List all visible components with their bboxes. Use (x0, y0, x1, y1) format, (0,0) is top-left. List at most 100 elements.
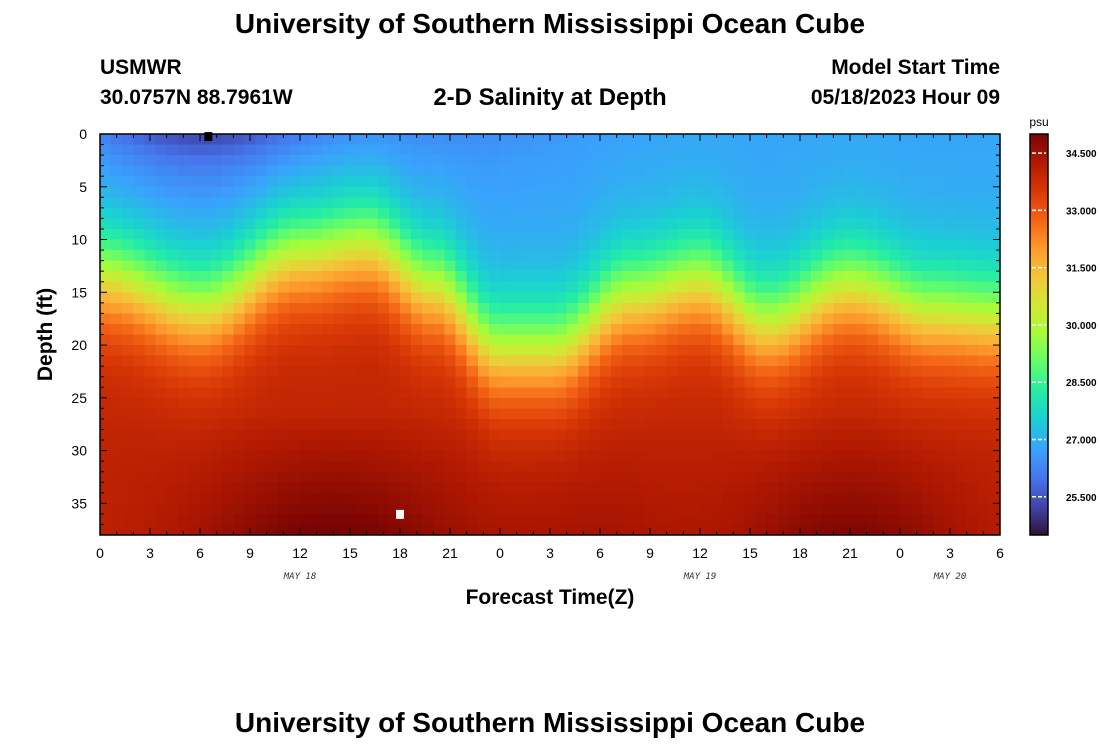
heatmap-cell (400, 323, 412, 336)
heatmap-cell (544, 345, 557, 357)
heatmap-cell (377, 387, 390, 399)
heatmap-cell (744, 207, 757, 220)
heatmap-cell (133, 471, 146, 483)
heatmap-cell (988, 450, 1001, 462)
heatmap-cell (711, 345, 723, 357)
heatmap-cell (944, 302, 957, 314)
heatmap-cell (188, 366, 201, 378)
heatmap-cell (677, 292, 690, 304)
heatmap-cell (955, 366, 968, 378)
heatmap-cell (233, 197, 246, 209)
heatmap-cell (111, 345, 123, 357)
heatmap-cell (788, 207, 801, 220)
heatmap-cell (344, 387, 357, 399)
heatmap-cell (588, 482, 601, 494)
heatmap-cell (722, 440, 734, 452)
heatmap-cell (622, 218, 634, 230)
heatmap-cell (744, 302, 757, 314)
heatmap-cell (322, 355, 334, 367)
heatmap-cell (566, 471, 579, 483)
heatmap-cell (344, 440, 357, 452)
heatmap-cell (266, 313, 279, 325)
heatmap-cell (622, 271, 634, 283)
heatmap-cell (166, 397, 179, 409)
heatmap-cell (733, 513, 746, 526)
heatmap-cell (966, 482, 979, 494)
heatmap-cell (866, 292, 879, 304)
heatmap-cell (444, 387, 457, 399)
heatmap-cell (666, 207, 679, 220)
heatmap-cell (233, 397, 246, 409)
heatmap-cell (744, 334, 757, 346)
heatmap-cell (644, 323, 657, 336)
heatmap-cell (677, 271, 690, 283)
heatmap-cell (344, 250, 357, 262)
heatmap-cell (922, 461, 934, 473)
heatmap-cell (800, 376, 812, 388)
heatmap-cell (877, 292, 890, 304)
heatmap-cell (511, 176, 523, 188)
heatmap-cell (211, 429, 223, 441)
heatmap-cell (766, 186, 779, 198)
heatmap-cell (622, 471, 634, 483)
heatmap-cell (577, 197, 590, 209)
heatmap-cell (366, 440, 379, 452)
heatmap-cell (433, 313, 446, 325)
heatmap-cell (611, 323, 623, 336)
heatmap-cell (944, 186, 957, 198)
heatmap-cell (455, 397, 468, 409)
heatmap-cell (155, 345, 168, 357)
heatmap-cell (233, 165, 246, 177)
heatmap-cell (644, 250, 657, 262)
heatmap-cell (655, 271, 668, 283)
heatmap-cell (666, 482, 679, 494)
heatmap-cell (844, 503, 857, 515)
heatmap-cell (866, 218, 879, 230)
heatmap-cell (933, 207, 946, 220)
heatmap-cell (755, 218, 768, 230)
heatmap-cell (877, 408, 890, 420)
heatmap-cell (311, 271, 323, 283)
heatmap-cell (788, 366, 801, 378)
heatmap-cell (611, 207, 623, 220)
heatmap-cell (411, 176, 423, 188)
heatmap-cell (966, 366, 979, 378)
heatmap-cell (244, 334, 257, 346)
heatmap-cell (833, 155, 846, 167)
heatmap-cell (855, 397, 868, 409)
heatmap-cell (211, 271, 223, 283)
heatmap-cell (633, 218, 646, 230)
heatmap-cell (844, 144, 857, 156)
heatmap-cell (877, 134, 890, 146)
heatmap-cell (100, 429, 112, 441)
heatmap-cell (900, 450, 912, 462)
heatmap-cell (588, 376, 601, 388)
heatmap-cell (822, 271, 834, 283)
heatmap-cell (988, 281, 1001, 293)
heatmap-cell (822, 134, 834, 146)
heatmap-cell (188, 165, 201, 177)
heatmap-cell (355, 228, 368, 241)
heatmap-cell (222, 197, 234, 209)
heatmap-cell (811, 524, 823, 536)
heatmap-cell (355, 376, 368, 388)
heatmap-cell (444, 345, 457, 357)
heatmap-cell (966, 239, 979, 251)
heatmap-cell (211, 134, 223, 146)
heatmap-cell (266, 482, 279, 494)
heatmap-cell (955, 334, 968, 346)
heatmap-cell (588, 492, 601, 504)
heatmap-cell (577, 144, 590, 156)
heatmap-cell (655, 408, 668, 420)
heatmap-cell (166, 418, 179, 431)
heatmap-cell (511, 218, 523, 230)
heatmap-cell (166, 345, 179, 357)
heatmap-cell (500, 186, 512, 198)
heatmap-cell (100, 418, 112, 431)
heatmap-cell (533, 376, 546, 388)
heatmap-cell (400, 513, 412, 526)
heatmap-cell (811, 313, 823, 325)
heatmap-cell (122, 197, 134, 209)
heatmap-cell (677, 471, 690, 483)
heatmap-cell (244, 418, 257, 431)
